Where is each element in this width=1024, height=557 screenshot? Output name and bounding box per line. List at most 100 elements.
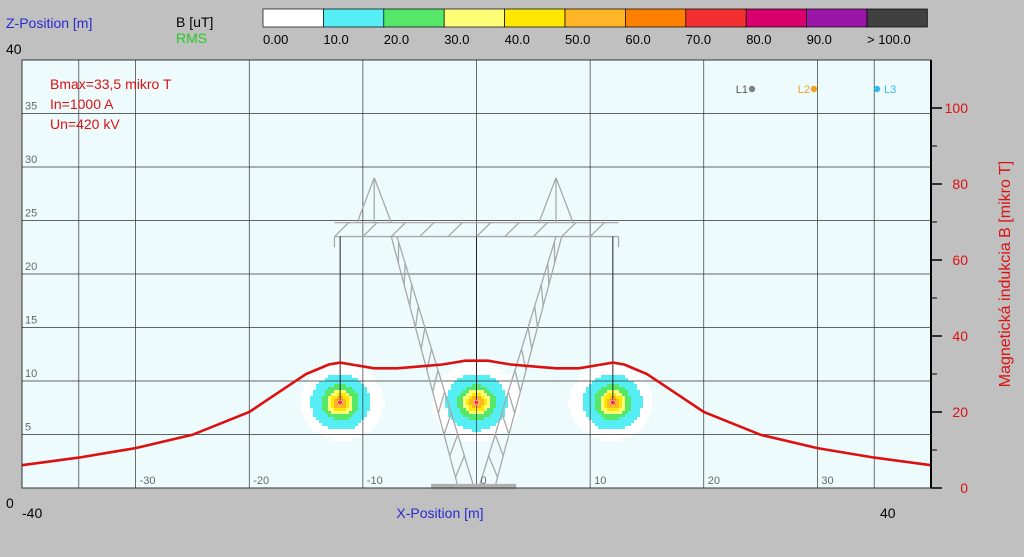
contour-cell — [328, 396, 331, 399]
contour-cell — [370, 396, 382, 399]
earthwire-peak — [373, 177, 392, 223]
contour-cell — [625, 408, 631, 411]
contour-cell — [490, 399, 496, 402]
contour-cell — [313, 429, 370, 432]
contour-cell — [595, 393, 604, 396]
contour-cell — [625, 402, 631, 405]
contour-cell — [637, 387, 649, 390]
contour-cell — [307, 381, 319, 384]
tower-member — [449, 434, 459, 457]
tower-member — [501, 412, 510, 435]
legend-level-label: 80.0 — [746, 32, 771, 47]
contour-cell — [358, 393, 370, 396]
contour-cell — [583, 408, 595, 411]
contour-cell — [592, 420, 634, 423]
contour-cell — [487, 408, 493, 411]
tower-member — [514, 370, 521, 392]
contour-cell — [334, 402, 337, 405]
contour-cell — [643, 399, 652, 402]
contour-cell — [445, 402, 457, 405]
contour-cell — [334, 405, 346, 408]
contour-cell — [457, 402, 463, 405]
contour-cell — [574, 420, 592, 423]
contour-cell — [604, 411, 622, 414]
contour-cell — [331, 393, 337, 396]
contour-cell — [304, 387, 316, 390]
contour-cell — [640, 411, 652, 414]
contour-cell — [508, 405, 520, 408]
contour-cell — [319, 420, 361, 423]
contour-cell — [580, 375, 601, 378]
contour-cell — [583, 402, 595, 405]
contour-cell — [442, 378, 457, 381]
secondary-tick-label: 100 — [945, 100, 969, 116]
contour-cell — [439, 381, 454, 384]
contour-cell — [601, 405, 604, 408]
contour-cell — [595, 396, 601, 399]
contour-cell — [574, 417, 589, 420]
contour-cell — [484, 402, 487, 405]
contour-cell — [508, 399, 520, 402]
contour-cell — [448, 408, 460, 411]
contour-cell — [343, 396, 349, 399]
contour-cell — [466, 402, 469, 405]
legend-level-label: > 100.0 — [867, 32, 911, 47]
secondary-axis: Magnetická indukcia B [mikro T] 0 20 40 60 8… — [931, 100, 1014, 496]
contour-cell — [370, 393, 382, 396]
contour-cell — [568, 402, 583, 405]
contour-cell — [604, 405, 607, 408]
contour-cell — [352, 405, 358, 408]
contour-cell — [334, 408, 346, 411]
contour-cell — [478, 402, 484, 405]
contour-cell — [346, 384, 364, 387]
legend-level-label: 50.0 — [565, 32, 590, 47]
contour-cell — [583, 372, 637, 375]
tower-member — [419, 222, 435, 238]
contour-cell — [325, 393, 331, 396]
contour-cell — [583, 405, 595, 408]
tower-member — [507, 391, 516, 414]
contour-cell — [367, 390, 382, 393]
contour-cell — [598, 390, 607, 393]
contour-cell — [508, 402, 520, 405]
contour-cell — [619, 408, 625, 411]
contour-cell — [346, 399, 349, 402]
legend-level-label: 0.00 — [263, 32, 288, 47]
phase-label-l1: L1 — [736, 84, 748, 96]
contour-cell — [457, 405, 463, 408]
contour-cell — [322, 396, 328, 399]
contour-cell — [508, 396, 520, 399]
tower-member — [334, 222, 350, 238]
contour-cell — [370, 399, 385, 402]
contour-cell — [643, 405, 652, 408]
contour-cell — [346, 393, 349, 396]
profile-line — [21, 359, 932, 467]
contour-cell — [481, 396, 484, 399]
contour-cell — [331, 396, 337, 399]
contour-cell — [460, 408, 466, 411]
contour-cell — [571, 414, 586, 417]
contour-cell — [352, 414, 367, 417]
z-axis-max-label: 40 — [6, 41, 22, 57]
contour-cell — [628, 411, 640, 414]
contour-cell — [493, 411, 505, 414]
contour-cell — [448, 390, 463, 393]
color-legend: B [uT] RMS 0.00 10.0 20.0 30.0 40.0 50.0 60.0 7… — [176, 8, 928, 47]
tower-leg — [396, 236, 475, 489]
contour-cell — [631, 423, 646, 426]
contour-cell — [619, 390, 628, 393]
x-axis-min-label: -40 — [22, 505, 42, 521]
phase-dot-l3 — [873, 85, 881, 93]
contour-cell — [331, 402, 334, 405]
contour-cell — [355, 426, 373, 429]
contour-cell — [571, 390, 586, 393]
contour-cell — [604, 417, 619, 420]
legend-level-label: 20.0 — [384, 32, 409, 47]
contour-cell — [628, 378, 643, 381]
tower-member — [414, 306, 419, 328]
contour-cell — [640, 408, 652, 411]
contour-cell — [595, 399, 601, 402]
tower-leg — [390, 236, 459, 489]
z-tick-label: 5 — [25, 422, 31, 434]
contour-cell — [361, 381, 376, 384]
